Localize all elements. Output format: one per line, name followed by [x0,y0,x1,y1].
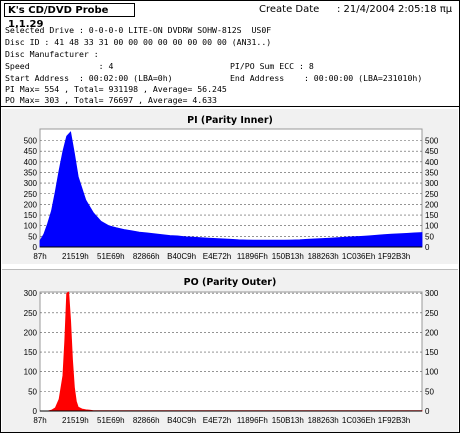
pi-y-tick-right: 300 [425,179,439,188]
pi-x-tick: 150B13h [272,252,304,261]
pi-series-area [39,131,423,248]
pi-y-tick-left: 50 [28,232,37,241]
speed-line: Speed : 4 [5,61,114,71]
po-y-tick-right: 250 [425,309,439,318]
pi-chart-panel: PI (Parity Inner) 0 0 50 50 100 100 150 150 200 2… [2,109,458,264]
pi-x-tick: B40C9h [167,252,196,261]
end-address-line: End Address : 00:00:00 (LBA=231010h) [230,73,423,83]
po-y-tick-left: 150 [24,348,38,357]
po-x-tick: 188263h [308,416,339,425]
po-x-tick: 1F92B3h [378,416,410,425]
selected-drive-line: Selected Drive : 0-0-0-0 LITE-ON DVDRW S… [5,25,272,35]
pi-y-tick-left: 350 [24,168,38,177]
po-y-tick-right: 100 [425,368,439,377]
pi-y-tick-left: 450 [24,147,38,156]
start-address-line: Start Address : 00:02:00 (LBA=0h) [5,73,173,83]
pi-y-tick-right: 500 [425,137,439,146]
pi-y-tick-left: 150 [24,211,38,220]
po-y-tick-left: 300 [24,289,38,298]
po-x-tick: E4E72h [203,416,231,425]
po-x-tick: 21519h [62,416,89,425]
pi-y-tick-left: 100 [24,222,38,231]
pi-x-tick: 87h [33,252,46,261]
po-y-tick-right: 0 [425,407,430,416]
pi-y-tick-right: 450 [425,147,439,156]
po-x-tick: 11896Fh [237,416,268,425]
pi-x-tick: E4E72h [203,252,231,261]
po-chart-title: PO (Parity Outer) [183,277,277,288]
pi-y-tick-left: 250 [24,190,38,199]
po-x-tick: 87h [33,416,46,425]
pi-x-tick: 1C036Eh [342,252,375,261]
pi-stats-line: PI Max= 554 , Total= 931198 , Average= 5… [5,84,227,94]
po-x-tick: 150B13h [272,416,304,425]
pi-y-tick-right: 200 [425,200,439,209]
po-chart: 0 0 50 50 100 100 150 150 200 200 250 250 300 300 87h 2… [24,289,439,425]
po-y-tick-right: 300 [425,289,439,298]
pi-y-tick-right: 0 [425,243,430,252]
po-x-tick: 51E69h [97,416,125,425]
po-y-tick-right: 200 [425,328,439,337]
po-y-tick-left: 0 [33,407,38,416]
po-plot-area [39,291,423,412]
pi-y-tick-left: 500 [24,137,38,146]
pi-y-tick-left: 0 [33,243,38,252]
po-y-tick-right: 150 [425,348,439,357]
po-x-tick: 1C036Eh [342,416,375,425]
po-y-tick-left: 200 [24,328,38,337]
pi-x-tick: 82866h [133,252,160,261]
po-y-tick-left: 100 [24,368,38,377]
pi-y-tick-right: 50 [425,232,434,241]
pi-y-tick-right: 350 [425,168,439,177]
pi-y-tick-left: 400 [24,158,38,167]
po-stats-line: PO Max= 303 , Total= 76697 , Average= 4.… [5,95,217,105]
po-y-tick-left: 50 [28,387,37,396]
po-y-tick-left: 250 [24,309,38,318]
pi-y-tick-right: 250 [425,190,439,199]
pi-chart-title: PI (Parity Inner) [187,115,273,126]
po-chart-panel: PO (Parity Outer) 0 0 50 50 100 100 150 150 200 2… [2,269,458,432]
pi-y-tick-right: 150 [425,211,439,220]
po-y-tick-right: 50 [425,387,434,396]
pi-x-tick: 11896Fh [237,252,268,261]
pi-y-tick-left: 300 [24,179,38,188]
info-header: K's CD/DVD Probe 1.1.29 Create Date : 21… [1,1,459,107]
disc-id-line: Disc ID : 41 48 33 31 00 00 00 00 00 00 … [5,37,272,47]
pi-x-tick: 21519h [62,252,89,261]
app-title: K's CD/DVD Probe 1.1.29 [4,3,135,30]
create-date-value: : 21/4/2004 2:05:18 πμ [337,4,453,15]
pi-x-tick: 1F92B3h [378,252,410,261]
create-date-label: Create Date [259,4,320,15]
po-x-tick: B40C9h [167,416,196,425]
po-x-tick: 82866h [133,416,160,425]
pi-x-tick: 188263h [308,252,339,261]
pi-y-tick-left: 200 [24,200,38,209]
pi-x-tick: 51E69h [97,252,125,261]
pi-y-tick-right: 100 [425,222,439,231]
pipo-sum-line: PI/PO Sum ECC : 8 [230,61,314,71]
disc-manufacturer-line: Disc Manufacturer : [5,49,99,59]
pi-y-tick-right: 400 [425,158,439,167]
